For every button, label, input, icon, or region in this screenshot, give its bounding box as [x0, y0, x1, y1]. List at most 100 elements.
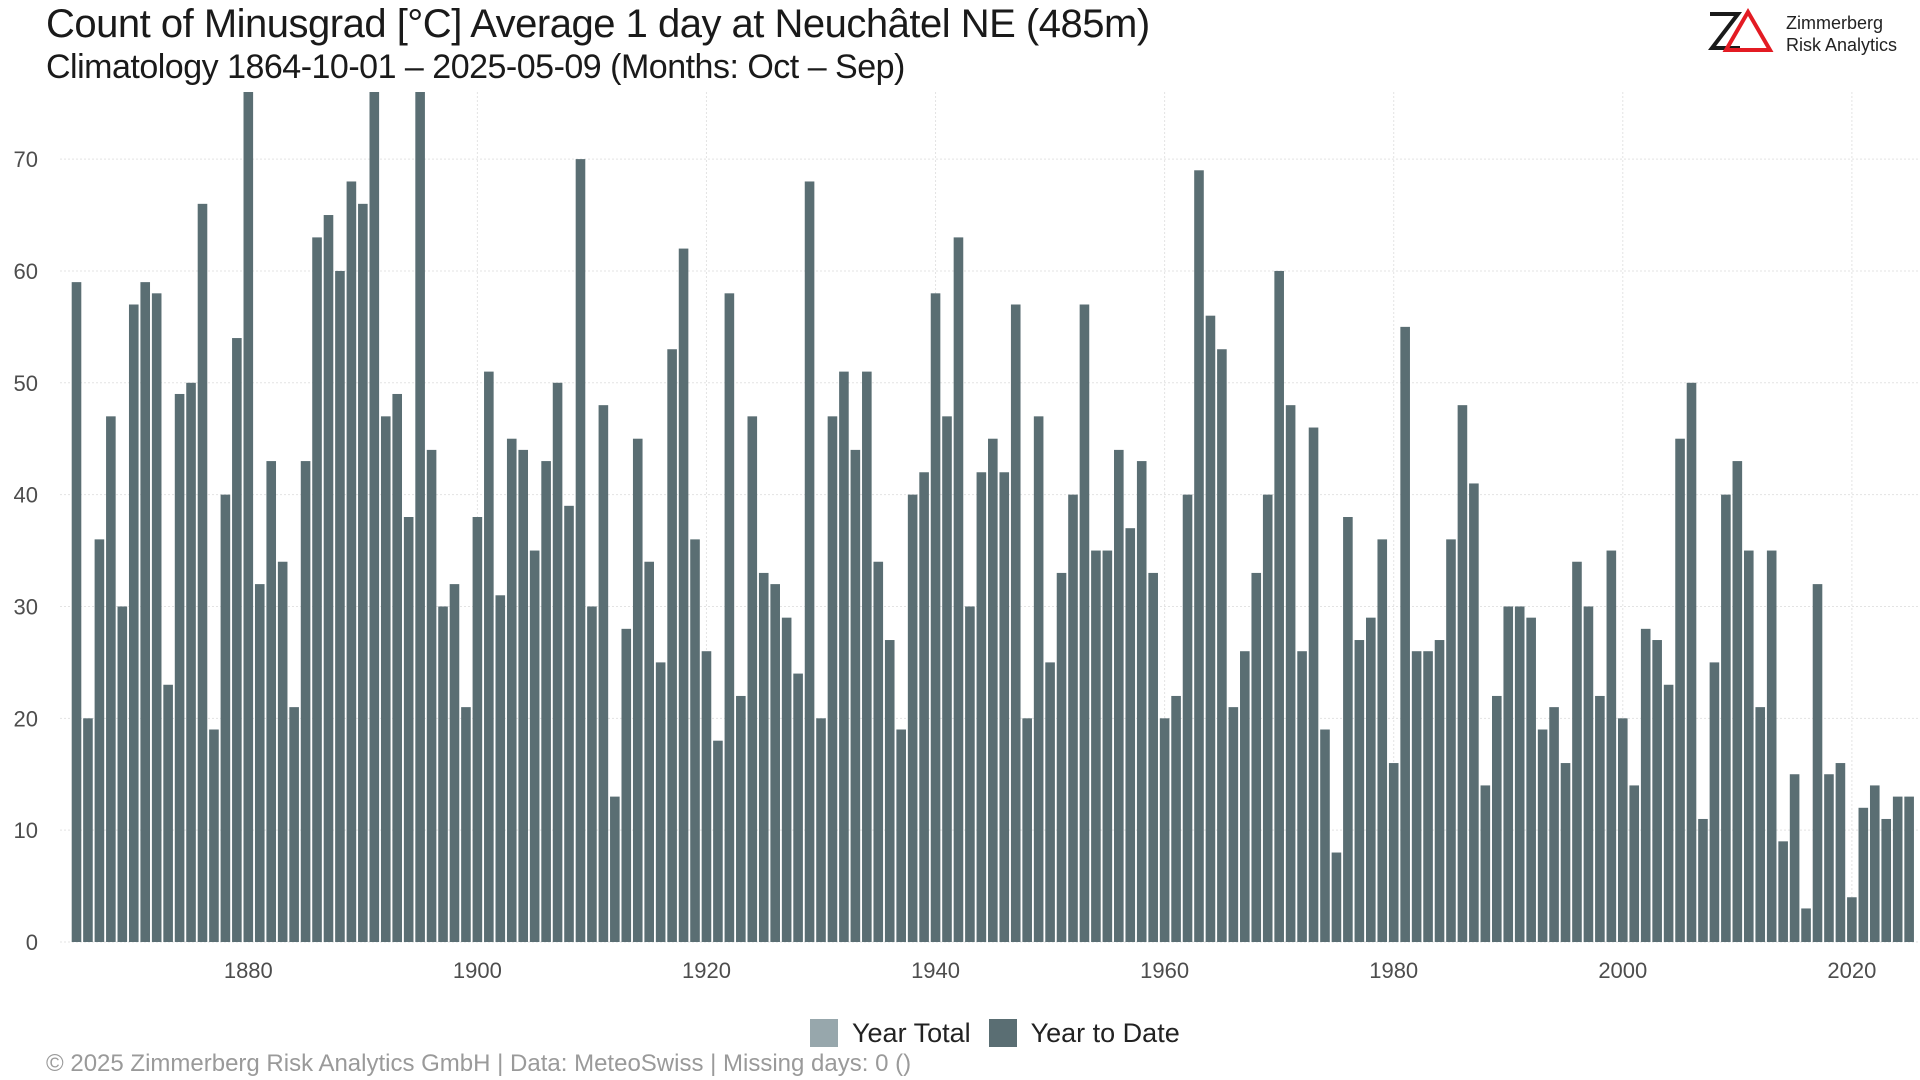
bar-1941	[942, 416, 952, 943]
bar-1995	[1560, 763, 1571, 942]
x-tick-label: 1980	[1369, 958, 1418, 983]
bar-1898	[449, 584, 460, 942]
bar-1957	[1125, 528, 1136, 942]
y-tick-label: 10	[14, 818, 38, 843]
legend-item-year-to-date: Year to Date	[988, 1018, 1180, 1049]
bar-1960	[1159, 718, 1170, 942]
logo-mark-icon	[1708, 8, 1774, 52]
bar-1953	[1079, 304, 1090, 942]
bar-2010	[1732, 461, 1743, 942]
bar-1915	[644, 561, 654, 942]
bar-1959	[1148, 572, 1158, 942]
bar-1876	[197, 203, 208, 943]
bar-1881	[254, 584, 265, 942]
bar-1897	[438, 606, 448, 942]
bar-1927	[781, 617, 792, 942]
bar-1923	[736, 695, 746, 942]
bar-1967	[1240, 651, 1250, 942]
bar-1917	[667, 349, 677, 942]
bar-1980	[1388, 763, 1399, 942]
bar-1942	[953, 237, 964, 942]
legend-label-year-total: Year Total	[852, 1017, 971, 1048]
bar-2008	[1709, 662, 1720, 942]
bar-1901	[484, 371, 494, 942]
bar-1875	[186, 382, 196, 942]
bar-1900	[472, 517, 483, 942]
bar-1916	[655, 662, 666, 942]
bar-2018	[1824, 774, 1834, 942]
chart-title: Count of Minusgrad [°C] Average 1 day at…	[46, 2, 1150, 46]
bar-1938	[907, 494, 918, 942]
bar-1870	[128, 304, 139, 942]
bar-2022	[1869, 785, 1880, 942]
bar-2019	[1835, 763, 1846, 942]
bar-1973	[1308, 427, 1319, 942]
bar-1919	[690, 539, 700, 942]
bar-1890	[358, 203, 368, 943]
bar-1889	[346, 181, 357, 943]
bar-1910	[587, 606, 597, 942]
bar-1930	[816, 718, 826, 942]
bar-1949	[1033, 416, 1044, 943]
bar-1946	[999, 472, 1010, 942]
bar-1911	[598, 405, 609, 942]
bar-1931	[827, 416, 838, 943]
bar-1934	[862, 371, 872, 942]
bar-1975	[1331, 852, 1342, 942]
bar-1997	[1583, 606, 1594, 942]
bar-1981	[1400, 326, 1410, 942]
bar-1925	[758, 572, 769, 942]
y-tick-label: 50	[14, 371, 38, 396]
bar-1891	[369, 92, 380, 942]
bar-1920	[701, 651, 712, 942]
bar-1877	[209, 729, 219, 942]
bar-2012	[1755, 707, 1766, 942]
bar-1884	[289, 707, 299, 942]
bar-1921	[713, 740, 723, 942]
bar-1893	[392, 393, 403, 943]
bar-1985	[1446, 539, 1456, 942]
bar-1903	[506, 438, 517, 942]
bar-1909	[575, 159, 586, 943]
logo-line-2: Risk Analytics	[1786, 35, 1898, 55]
bar-2024	[1892, 796, 1903, 942]
bar-1922	[724, 293, 735, 942]
bar-1983	[1423, 651, 1433, 942]
bar-1954	[1091, 550, 1101, 942]
chart-subtitle: Climatology 1864-10-01 – 2025-05-09 (Mon…	[46, 48, 905, 86]
bar-1868	[106, 416, 116, 943]
bar-1972	[1297, 651, 1307, 942]
bar-1984	[1434, 640, 1445, 942]
bar-1912	[610, 796, 620, 942]
bar-1943	[965, 606, 975, 942]
bar-2002	[1640, 628, 1651, 942]
bar-1945	[988, 438, 998, 942]
bar-1904	[518, 449, 529, 942]
bar-1887	[323, 215, 334, 942]
bar-1971	[1285, 405, 1296, 942]
bar-2025	[1904, 796, 1914, 942]
bar-1952	[1068, 494, 1078, 942]
bar-1926	[770, 584, 780, 942]
logo-text: Zimmerberg Risk Analytics	[1786, 12, 1897, 56]
bar-1956	[1114, 449, 1124, 942]
bar-1951	[1056, 572, 1067, 942]
bar-1989	[1492, 695, 1502, 942]
bar-1935	[873, 561, 884, 942]
bar-1991	[1514, 606, 1525, 942]
bar-1948	[1022, 718, 1032, 942]
bar-2004	[1663, 684, 1674, 942]
chart-legend: Year Total Year to Date	[810, 1016, 1198, 1050]
bar-1990	[1503, 606, 1514, 942]
bar-1977	[1354, 640, 1365, 942]
bar-1872	[151, 293, 162, 942]
bar-1940	[930, 293, 941, 942]
bar-1939	[919, 472, 929, 942]
bar-1933	[850, 449, 861, 942]
y-tick-label: 60	[14, 259, 38, 284]
bar-1988	[1480, 785, 1491, 942]
bar-1962	[1182, 494, 1193, 942]
bar-2016	[1801, 908, 1811, 942]
bar-1883	[277, 561, 288, 942]
bar-1902	[495, 595, 506, 942]
